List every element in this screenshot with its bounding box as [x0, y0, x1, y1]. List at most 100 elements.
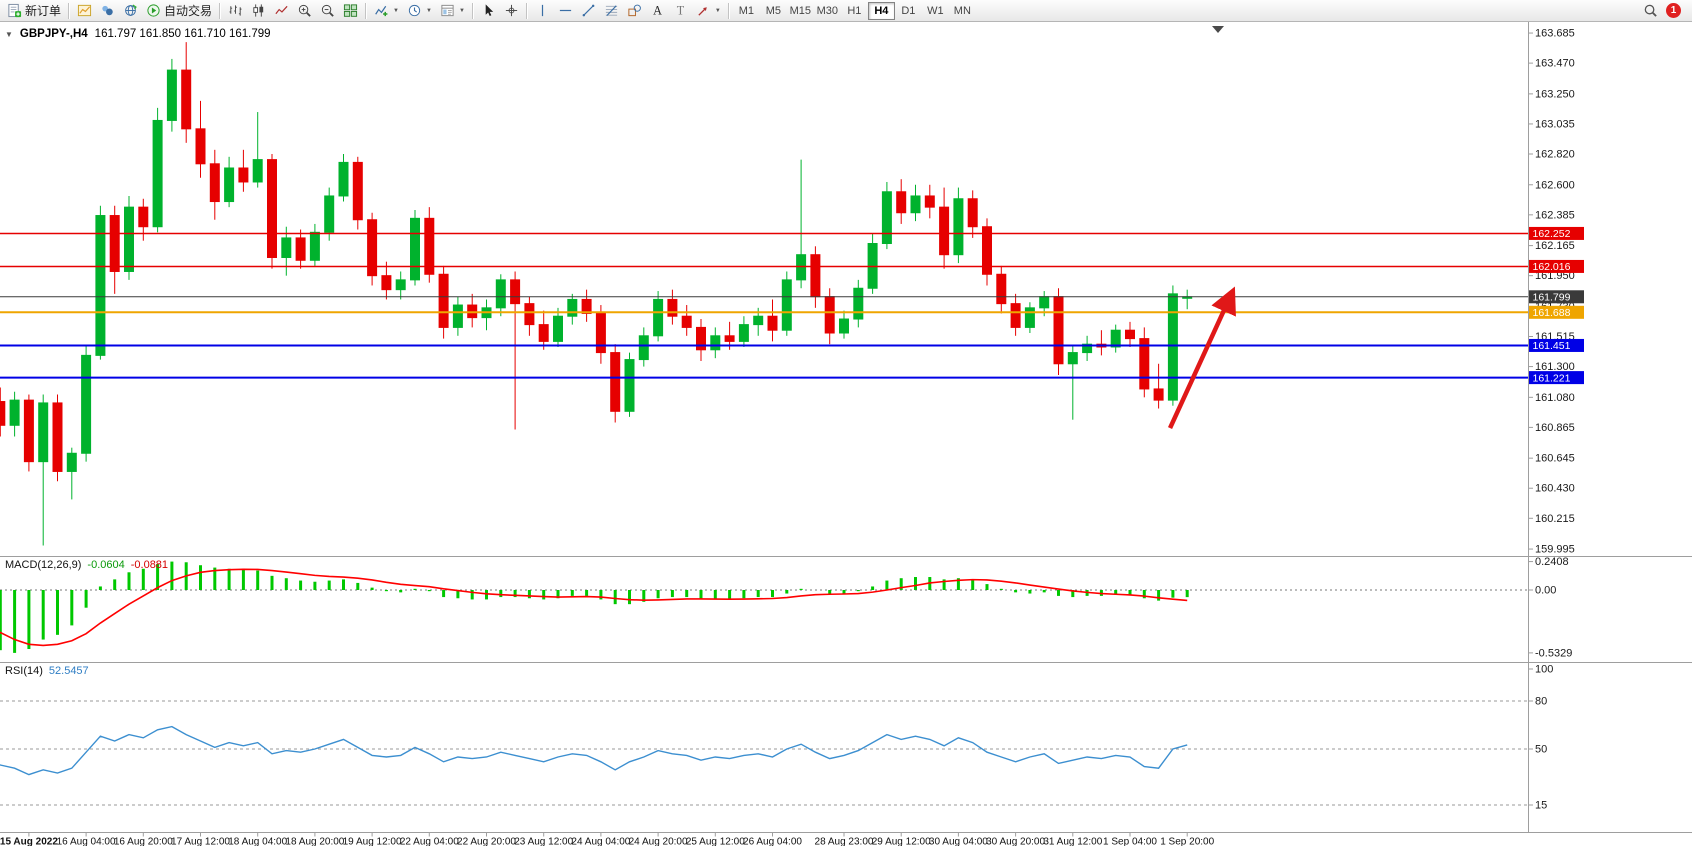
candle — [181, 42, 192, 143]
toolbar-separator — [219, 2, 222, 19]
line-chart-icon — [274, 3, 289, 18]
time-label: 26 Aug 04:00 — [743, 837, 802, 846]
crosshair-button[interactable] — [500, 1, 523, 21]
candle — [939, 187, 950, 269]
candle — [567, 293, 578, 325]
svg-text:161.451: 161.451 — [1533, 340, 1571, 352]
label-icon: T — [673, 3, 688, 18]
time-label: 16 Aug 20:00 — [114, 837, 173, 846]
one-click-collapse-icon[interactable]: ▼ — [5, 29, 13, 39]
candle — [996, 265, 1007, 314]
new-order-icon — [7, 3, 22, 18]
price-axis: 163.685 163.470 163.250 163.035 162.820 162.6… — [1528, 28, 1575, 812]
price-tick-label: 161.300 — [1535, 361, 1575, 373]
price-tick-label: 160.645 — [1535, 453, 1575, 465]
dropdown-arrow-icon: ▼ — [393, 7, 399, 14]
candle — [924, 184, 935, 219]
candle — [710, 327, 721, 359]
templates-button[interactable]: ▼ — [436, 1, 469, 21]
candle — [267, 154, 277, 269]
time-label: 19 Aug 12:00 — [343, 837, 402, 846]
candle — [1024, 302, 1035, 334]
time-label: 17 Aug 12:00 — [171, 837, 230, 846]
new-order-button[interactable]: 新订单 — [3, 1, 65, 21]
indicators-button[interactable]: ▼ — [370, 1, 403, 21]
cursor-button[interactable] — [477, 1, 500, 21]
candle — [953, 187, 964, 264]
timeframe-w1-button[interactable]: W1 — [922, 2, 949, 20]
chart-canvas[interactable]: 163.685 163.470 163.250 163.035 162.820 162.6… — [0, 22, 1692, 846]
text-button[interactable]: A — [646, 1, 669, 21]
price-tick-label: 161.080 — [1535, 392, 1575, 404]
price-tick-label: 163.250 — [1535, 88, 1575, 100]
timeframe-m5-button[interactable]: M5 — [760, 2, 787, 20]
hline-button[interactable] — [554, 1, 577, 21]
candle — [252, 112, 263, 188]
search-button[interactable] — [1639, 1, 1662, 21]
bar-chart-button[interactable] — [224, 1, 247, 21]
timeframe-mn-button[interactable]: MN — [949, 2, 976, 20]
timeframe-h4-button[interactable]: H4 — [867, 1, 895, 20]
candle — [1082, 335, 1093, 361]
auto-trading-button[interactable]: 自动交易 — [142, 1, 216, 21]
dropdown-arrow-icon: ▼ — [714, 7, 721, 14]
price-label-161.799: 161.799 — [1529, 290, 1584, 304]
candle — [1153, 363, 1164, 409]
svg-text:T: T — [677, 4, 685, 18]
notification-badge[interactable]: 1 — [1666, 3, 1681, 18]
candle — [452, 296, 463, 336]
candle — [1067, 345, 1078, 420]
timeframe-m15-button[interactable]: M15 — [787, 2, 814, 20]
time-label: 28 Aug 23:00 — [815, 837, 874, 846]
candle — [109, 205, 120, 294]
svg-text:162.016: 162.016 — [1533, 261, 1571, 273]
zoom-in-icon — [297, 3, 312, 18]
shapes-button[interactable] — [623, 1, 646, 21]
candle — [23, 394, 34, 472]
tile-windows-icon — [343, 3, 358, 18]
candle — [1139, 327, 1150, 398]
vline-button[interactable] — [531, 1, 554, 21]
chart-area: 163.685 163.470 163.250 163.035 162.820 162.6… — [0, 22, 1692, 846]
timeframe-h1-button[interactable]: H1 — [841, 2, 868, 20]
price-tick-label: 159.995 — [1535, 544, 1575, 556]
candle — [667, 289, 678, 325]
candle — [95, 205, 106, 360]
candle — [66, 447, 77, 500]
candle — [553, 307, 563, 347]
candle — [281, 226, 292, 276]
toolbar-separator — [727, 2, 730, 19]
vline-icon — [535, 3, 550, 18]
candle — [610, 344, 621, 423]
clock-icon — [407, 3, 422, 18]
macd-label: MACD(12,26,9) -0.0604 -0.0881 — [5, 559, 168, 571]
trend-arrow[interactable] — [1167, 286, 1236, 430]
timeframe-m1-button[interactable]: M1 — [733, 2, 760, 20]
zoom-out-button[interactable] — [316, 1, 339, 21]
fibonacci-button[interactable] — [600, 1, 623, 21]
line-chart-button[interactable] — [270, 1, 293, 21]
rsi-value: 52.5457 — [48, 665, 89, 677]
price-tick-label: 163.685 — [1535, 28, 1575, 40]
charts-button[interactable] — [73, 1, 96, 21]
trendline-button[interactable] — [577, 1, 600, 21]
arrows-button[interactable]: ▼ — [692, 1, 725, 21]
label-button[interactable]: T — [669, 1, 692, 21]
market-watch-button[interactable] — [119, 1, 142, 21]
zoom-in-button[interactable] — [293, 1, 316, 21]
indicators-icon — [374, 3, 389, 18]
template-icon — [440, 3, 455, 18]
search-icon — [1643, 3, 1658, 18]
candle — [982, 218, 992, 286]
trendline-icon — [581, 3, 596, 18]
candle-chart-icon — [251, 3, 266, 18]
periods-button[interactable]: ▼ — [403, 1, 436, 21]
chart-shift-marker[interactable] — [1212, 26, 1224, 33]
fibonacci-icon — [604, 3, 619, 18]
profiles-button[interactable] — [96, 1, 119, 21]
timeframe-m30-button[interactable]: M30 — [814, 2, 841, 20]
candle — [9, 391, 20, 437]
tile-windows-button[interactable] — [339, 1, 362, 21]
timeframe-d1-button[interactable]: D1 — [895, 2, 922, 20]
candle-chart-button[interactable] — [247, 1, 270, 21]
